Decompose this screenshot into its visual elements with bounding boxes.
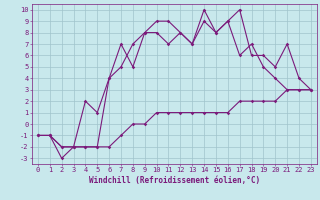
X-axis label: Windchill (Refroidissement éolien,°C): Windchill (Refroidissement éolien,°C) (89, 176, 260, 185)
